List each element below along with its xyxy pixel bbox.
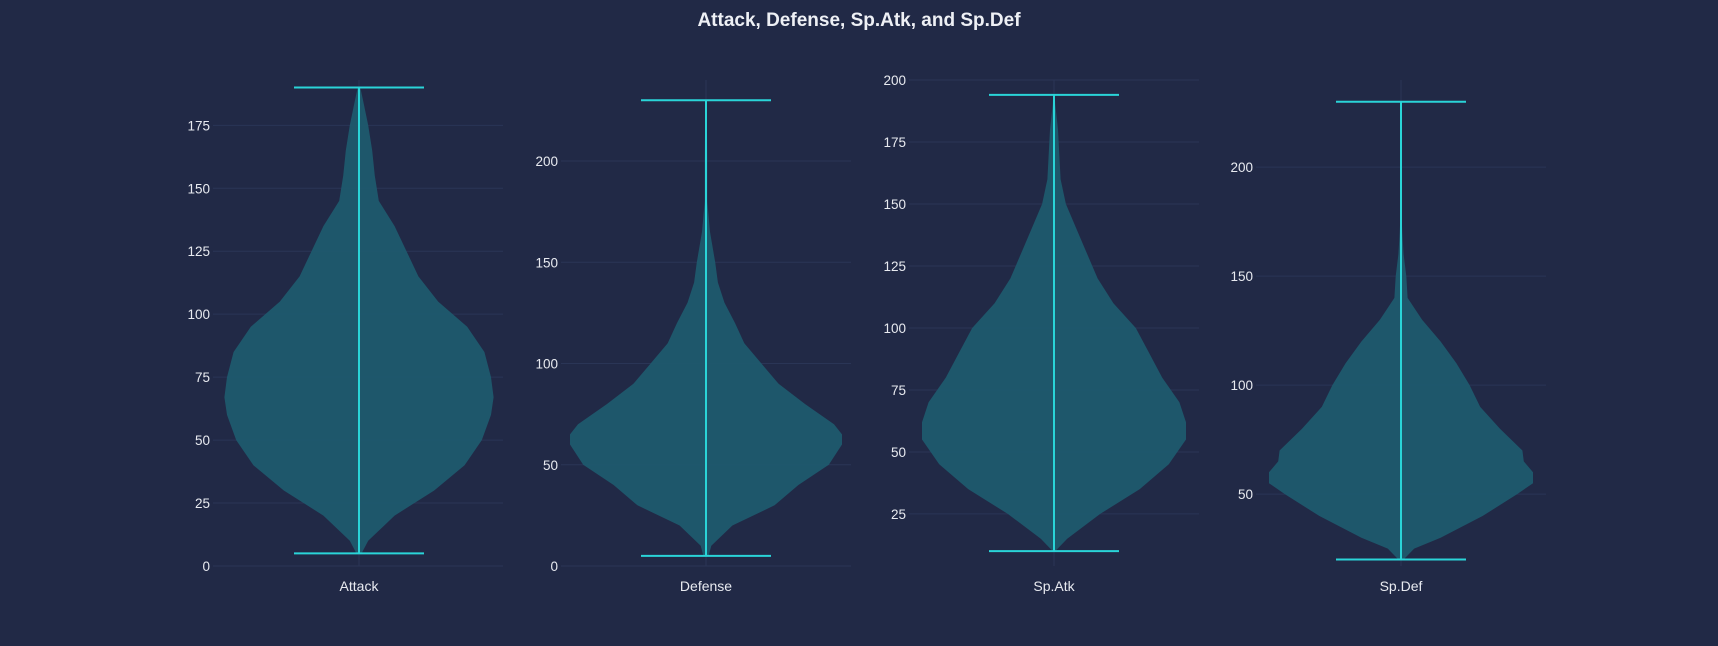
y-tick-label-sp-atk: 200 (883, 73, 906, 88)
y-tick-label-sp-atk: 175 (883, 135, 906, 150)
y-tick-label-attack: 25 (195, 496, 210, 511)
y-tick-label-defense: 200 (535, 154, 558, 169)
category-label-attack: Attack (340, 578, 380, 594)
y-tick-label-sp-def: 150 (1230, 269, 1253, 284)
y-tick-label-defense: 100 (535, 357, 558, 372)
y-tick-label-defense: 50 (543, 458, 558, 473)
y-tick-label-attack: 75 (195, 370, 210, 385)
y-tick-label-sp-atk: 50 (891, 445, 906, 460)
y-tick-label-sp-atk: 100 (883, 321, 906, 336)
y-tick-label-defense: 150 (535, 255, 558, 270)
category-label-sp-atk: Sp.Atk (1033, 578, 1075, 594)
y-tick-label-sp-def: 100 (1230, 378, 1253, 393)
y-tick-label-attack: 0 (202, 559, 210, 574)
y-tick-label-attack: 50 (195, 433, 210, 448)
y-tick-label-sp-atk: 75 (891, 383, 906, 398)
y-tick-label-sp-def: 200 (1230, 160, 1253, 175)
chart-title: Attack, Defense, Sp.Atk, and Sp.Def (697, 10, 1021, 31)
y-tick-label-sp-atk: 150 (883, 197, 906, 212)
y-tick-label-attack: 125 (187, 244, 210, 259)
y-tick-label-attack: 100 (187, 307, 210, 322)
y-tick-label-sp-def: 50 (1238, 487, 1253, 502)
y-tick-label-sp-atk: 125 (883, 259, 906, 274)
y-tick-label-sp-atk: 25 (891, 507, 906, 522)
y-tick-label-defense: 0 (550, 559, 558, 574)
category-label-sp-def: Sp.Def (1380, 578, 1423, 594)
y-tick-label-attack: 175 (187, 118, 210, 133)
category-label-defense: Defense (680, 578, 732, 594)
y-tick-label-attack: 150 (187, 181, 210, 196)
